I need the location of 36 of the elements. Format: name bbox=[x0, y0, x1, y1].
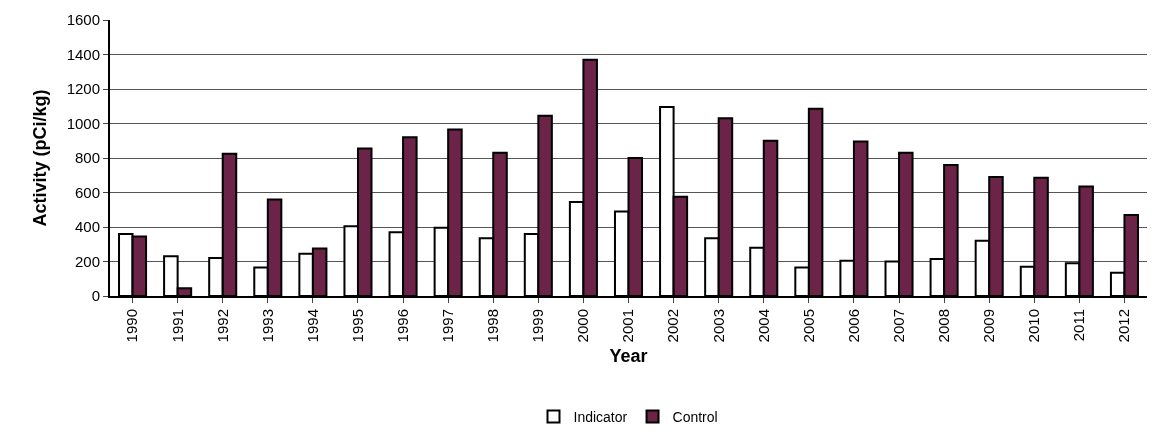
x-tick-label: 1999 bbox=[529, 309, 547, 343]
x-tick-label: 2009 bbox=[980, 309, 998, 343]
x-tick-label: 2010 bbox=[1025, 309, 1043, 343]
y-tick-label: 0 bbox=[91, 287, 100, 305]
x-tick-label: 1991 bbox=[168, 309, 186, 343]
x-tick-label: 1993 bbox=[258, 309, 276, 343]
y-tick-label: 1400 bbox=[66, 45, 100, 63]
y-tick-label: 200 bbox=[74, 252, 100, 270]
x-tick-label: 2011 bbox=[1070, 309, 1088, 342]
y-tick-label: 600 bbox=[74, 183, 100, 201]
x-tick-label: 2008 bbox=[934, 309, 952, 343]
y-tick-label: 800 bbox=[74, 149, 100, 167]
x-tick-label: 1992 bbox=[213, 309, 231, 343]
legend-label: Control bbox=[672, 408, 718, 425]
y-axis-title: Activity (pCi/kg) bbox=[30, 89, 51, 227]
x-tick-label: 2012 bbox=[1115, 309, 1133, 343]
x-tick-label: 1990 bbox=[123, 309, 141, 343]
x-tick-label: 1995 bbox=[348, 309, 366, 343]
x-tick-label: 2004 bbox=[754, 309, 772, 343]
y-tick-label: 1000 bbox=[66, 114, 100, 132]
x-tick-label: 2002 bbox=[664, 309, 682, 343]
x-tick-label: 1994 bbox=[303, 309, 321, 343]
x-tick-label: 2000 bbox=[574, 309, 592, 343]
x-tick-label: 2003 bbox=[709, 309, 727, 343]
x-tick-label: 1998 bbox=[484, 309, 502, 343]
y-tick-label: 400 bbox=[74, 218, 100, 236]
x-tick-label: 1996 bbox=[393, 309, 411, 343]
x-tick-label: 2001 bbox=[619, 309, 637, 343]
x-tick-label: 2005 bbox=[799, 309, 817, 343]
y-tick-label: 1600 bbox=[66, 11, 100, 29]
legend-label: Indicator bbox=[573, 408, 628, 425]
x-tick-label: 1997 bbox=[439, 309, 457, 343]
x-tick-label: 2007 bbox=[889, 309, 907, 343]
x-axis-title: Year bbox=[609, 345, 648, 366]
y-tick-label: 1200 bbox=[66, 80, 100, 98]
x-tick-label: 2006 bbox=[844, 309, 862, 343]
